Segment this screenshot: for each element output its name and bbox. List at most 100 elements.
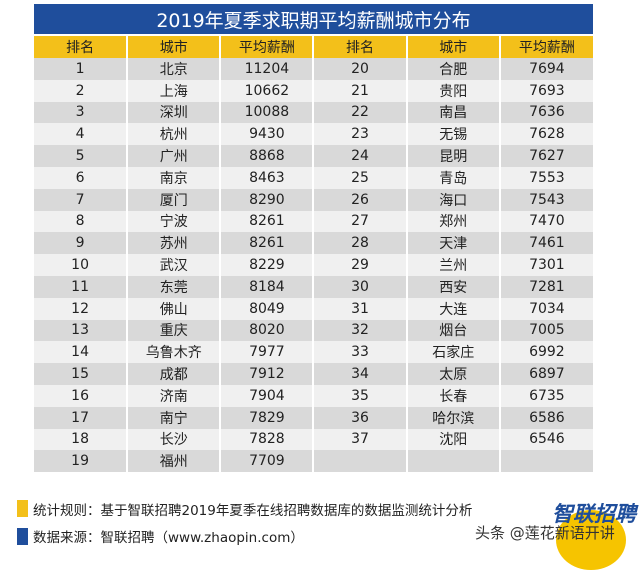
city-cell: 大连 xyxy=(406,297,501,320)
salary-cell: 7694 xyxy=(499,58,593,80)
table-row: 11 东莞 8184 30 西安 7281 xyxy=(34,275,593,298)
rank-cell: 33 xyxy=(313,341,408,364)
rank-cell: 2 xyxy=(34,79,129,102)
salary-cell: 6735 xyxy=(499,384,593,407)
city-cell: 沈阳 xyxy=(406,428,501,451)
city-cell: 福州 xyxy=(127,450,222,473)
city-cell: 烟台 xyxy=(406,319,501,342)
watermark: 头条 @莲花新语开讲 xyxy=(475,524,615,542)
city-cell: 石家庄 xyxy=(406,341,501,364)
city-cell: 深圳 xyxy=(127,101,222,124)
city-cell: 郑州 xyxy=(406,210,501,233)
rank-cell: 16 xyxy=(34,384,129,407)
city-cell: 杭州 xyxy=(127,123,222,146)
salary-cell: 8184 xyxy=(220,275,315,298)
salary-cell: 7627 xyxy=(499,145,593,167)
city-cell xyxy=(406,450,501,473)
rank-cell: 9 xyxy=(34,232,129,255)
city-cell: 佛山 xyxy=(127,297,222,320)
table-row: 5 广州 8868 24 昆明 7627 xyxy=(34,145,593,167)
salary-cell: 8463 xyxy=(220,166,315,189)
salary-cell: 10662 xyxy=(220,79,315,102)
city-cell: 兰州 xyxy=(406,254,501,276)
city-cell: 青岛 xyxy=(406,166,501,189)
rank-cell: 24 xyxy=(313,145,408,167)
table-row: 17 南宁 7829 36 哈尔滨 6586 xyxy=(34,406,593,429)
city-cell: 长春 xyxy=(406,384,501,407)
header-row: 排名 城市 平均薪酬 排名 城市 平均薪酬 xyxy=(34,35,593,58)
rank-cell: 4 xyxy=(34,123,129,146)
city-cell: 乌鲁木齐 xyxy=(127,341,222,364)
salary-cell: 10088 xyxy=(220,101,315,124)
table-row: 4 杭州 9430 23 无锡 7628 xyxy=(34,123,593,146)
column-header: 排名 xyxy=(34,35,129,58)
rank-cell: 31 xyxy=(313,297,408,320)
rank-cell: 27 xyxy=(313,210,408,233)
salary-cell: 6897 xyxy=(499,363,593,385)
table-row: 9 苏州 8261 28 天津 7461 xyxy=(34,232,593,255)
salary-cell: 7693 xyxy=(499,79,593,102)
rank-cell: 10 xyxy=(34,254,129,276)
table-row: 18 长沙 7828 37 沈阳 6546 xyxy=(34,428,593,451)
salary-cell: 7461 xyxy=(499,232,593,255)
salary-cell: 8049 xyxy=(220,297,315,320)
table-row: 14 乌鲁木齐 7977 33 石家庄 6992 xyxy=(34,341,593,364)
city-cell: 昆明 xyxy=(406,145,501,167)
column-header: 排名 xyxy=(313,35,408,58)
city-cell: 贵阳 xyxy=(406,79,501,102)
city-cell: 厦门 xyxy=(127,188,222,211)
rank-cell: 1 xyxy=(34,58,129,80)
rank-cell: 7 xyxy=(34,188,129,211)
salary-cell: 8261 xyxy=(220,210,315,233)
city-cell: 宁波 xyxy=(127,210,222,233)
salary-cell xyxy=(499,450,593,473)
city-cell: 南宁 xyxy=(127,406,222,429)
salary-cell: 7829 xyxy=(220,406,315,429)
table-row: 2 上海 10662 21 贵阳 7693 xyxy=(34,79,593,102)
salary-cell: 7301 xyxy=(499,254,593,276)
rank-cell: 8 xyxy=(34,210,129,233)
column-header: 平均薪酬 xyxy=(499,35,593,58)
table-row: 19 福州 7709 xyxy=(34,450,593,473)
rank-cell: 28 xyxy=(313,232,408,255)
salary-cell: 7543 xyxy=(499,188,593,211)
yellow-bullet xyxy=(17,500,28,517)
rank-cell: 14 xyxy=(34,341,129,364)
salary-table: 2019年夏季求职期平均薪酬城市分布 排名 城市 平均薪酬 排名 城市 平均薪酬 1 北京 1… xyxy=(34,4,593,473)
rank-cell: 25 xyxy=(313,166,408,189)
city-cell: 济南 xyxy=(127,384,222,407)
salary-cell: 7977 xyxy=(220,341,315,364)
salary-cell: 8868 xyxy=(220,145,315,167)
city-cell: 北京 xyxy=(127,58,222,80)
table-row: 3 深圳 10088 22 南昌 7636 xyxy=(34,101,593,124)
city-cell: 武汉 xyxy=(127,254,222,276)
salary-cell: 11204 xyxy=(220,58,315,80)
rank-cell: 18 xyxy=(34,428,129,451)
rank-cell: 6 xyxy=(34,166,129,189)
city-cell: 南昌 xyxy=(406,101,501,124)
city-cell: 南京 xyxy=(127,166,222,189)
city-cell: 无锡 xyxy=(406,123,501,146)
table-row: 15 成都 7912 34 太原 6897 xyxy=(34,363,593,385)
rank-cell: 13 xyxy=(34,319,129,342)
city-cell: 海口 xyxy=(406,188,501,211)
stat-rule-note: 统计规则：基于智联招聘2019年夏季在线招聘数据库的数据监测统计分析 xyxy=(33,503,473,519)
table-row: 6 南京 8463 25 青岛 7553 xyxy=(34,166,593,189)
city-cell: 重庆 xyxy=(127,319,222,342)
column-header: 平均薪酬 xyxy=(220,35,315,58)
salary-cell: 7553 xyxy=(499,166,593,189)
city-cell: 上海 xyxy=(127,79,222,102)
city-cell: 天津 xyxy=(406,232,501,255)
rank-cell: 26 xyxy=(313,188,408,211)
city-cell: 东莞 xyxy=(127,275,222,298)
zhaopin-logo: 智联招聘 xyxy=(552,502,636,526)
city-cell: 太原 xyxy=(406,363,501,385)
salary-cell: 7281 xyxy=(499,275,593,298)
salary-cell: 7470 xyxy=(499,210,593,233)
rank-cell: 19 xyxy=(34,450,129,473)
rank-cell: 20 xyxy=(313,58,408,80)
salary-cell: 6546 xyxy=(499,428,593,451)
city-cell: 成都 xyxy=(127,363,222,385)
rank-cell: 11 xyxy=(34,275,129,298)
salary-cell: 6992 xyxy=(499,341,593,364)
